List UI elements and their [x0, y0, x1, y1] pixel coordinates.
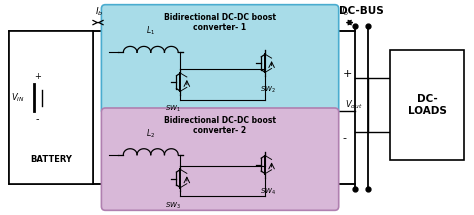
Text: $SW_4$: $SW_4$	[260, 186, 276, 197]
FancyBboxPatch shape	[101, 5, 339, 114]
Text: $SW_3$: $SW_3$	[165, 200, 181, 211]
Text: BATTERY: BATTERY	[30, 155, 72, 164]
FancyBboxPatch shape	[101, 108, 339, 210]
Text: -: -	[343, 133, 346, 143]
Text: $I_o$: $I_o$	[340, 5, 349, 18]
Text: DC-BUS: DC-BUS	[339, 6, 383, 16]
Text: DC-
LOADS: DC- LOADS	[408, 94, 447, 116]
Text: $L_1$: $L_1$	[146, 25, 155, 37]
Bar	[9, 31, 93, 184]
Text: Bidirectional DC-DC boost
converter- 2: Bidirectional DC-DC boost converter- 2	[164, 116, 276, 135]
Text: -: -	[36, 114, 39, 124]
Text: $SW_2$: $SW_2$	[260, 85, 276, 95]
Text: +: +	[343, 69, 352, 79]
Text: $L_2$: $L_2$	[146, 127, 155, 140]
Text: $I_b$: $I_b$	[95, 5, 104, 18]
Text: +: +	[34, 72, 41, 81]
Text: Bidirectional DC-DC boost
converter- 1: Bidirectional DC-DC boost converter- 1	[164, 13, 276, 32]
Bar	[390, 50, 465, 160]
Text: $SW_1$: $SW_1$	[165, 104, 181, 114]
Text: $V_{IN}$: $V_{IN}$	[11, 91, 24, 104]
Text: $V_{out}$: $V_{out}$	[345, 99, 362, 111]
